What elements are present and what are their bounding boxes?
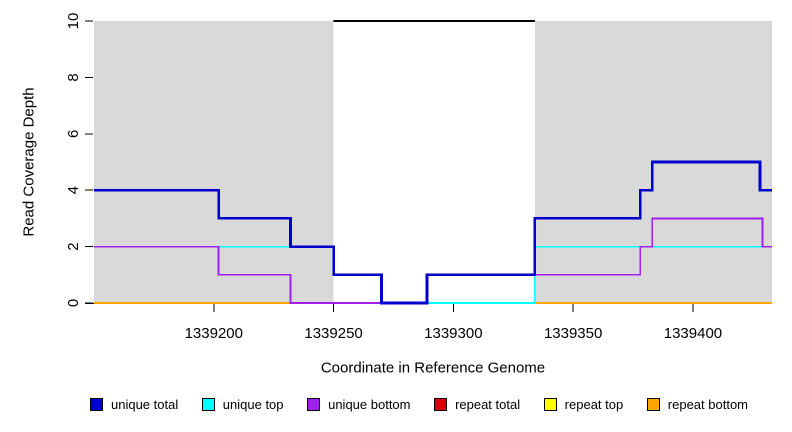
legend-item-repeat-total: repeat total xyxy=(434,397,520,412)
y-tick-label: 6 xyxy=(65,130,82,138)
y-tick-label: 10 xyxy=(65,13,82,30)
y-tick-label: 0 xyxy=(65,299,82,307)
legend-label: repeat total xyxy=(455,397,521,412)
y-axis-title: Read Coverage Depth xyxy=(20,87,38,237)
legend-item-unique-bottom: unique bottom xyxy=(307,397,411,412)
legend-item-repeat-bottom: repeat bottom xyxy=(646,397,748,412)
coverage-series xyxy=(94,160,772,305)
legend-swatch-unique-total xyxy=(90,398,103,411)
legend-item-unique-top: unique top xyxy=(201,397,284,412)
legend-swatch-repeat-bottom xyxy=(646,398,660,411)
y-tick-label: 4 xyxy=(65,186,82,194)
legend-swatch-repeat-top xyxy=(543,398,557,411)
legend-swatch-unique-top xyxy=(201,398,215,411)
legend-label: unique top xyxy=(222,397,284,412)
series-unique-total xyxy=(94,160,772,305)
x-tick-label: 1339200 xyxy=(185,325,243,342)
legend-label: repeat bottom xyxy=(667,397,748,412)
x-axis-title: Coordinate in Reference Genome xyxy=(320,359,546,377)
tick-labels: 1339200 1339250 1339300 1339350 1339400 0 2 4 6 8… xyxy=(65,13,722,342)
x-tick-label: 1339350 xyxy=(544,325,602,342)
legend-item-unique-total: unique total xyxy=(90,397,178,412)
x-tick-label: 1339250 xyxy=(304,325,362,342)
legend-item-repeat-top: repeat top xyxy=(543,397,624,412)
shaded-band xyxy=(94,21,334,303)
legend-swatch-unique-bottom xyxy=(307,398,321,411)
legend-label: repeat top xyxy=(564,397,624,412)
legend-label: unique total xyxy=(111,397,179,412)
legend: unique total unique top unique bottom repea… xyxy=(90,397,748,412)
y-tick-label: 8 xyxy=(65,73,82,81)
x-tick-label: 1339400 xyxy=(664,325,722,342)
x-tick-label: 1339300 xyxy=(424,325,482,342)
y-tick-label: 2 xyxy=(65,242,82,250)
legend-label: unique bottom xyxy=(328,397,411,412)
legend-swatch-repeat-total xyxy=(434,398,448,411)
